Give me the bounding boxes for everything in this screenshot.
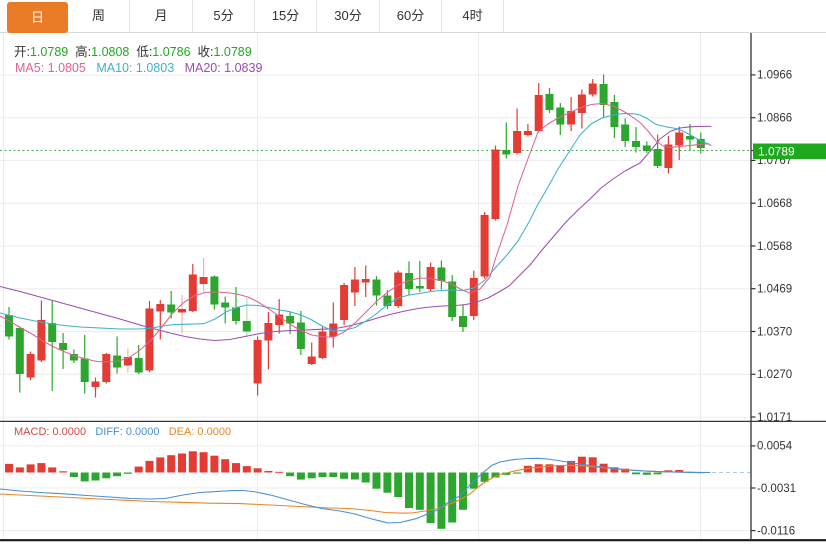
svg-text:1.0370: 1.0370 [757,326,792,338]
svg-text:1.0171: 1.0171 [757,412,792,424]
svg-text:1.0568: 1.0568 [757,241,792,253]
svg-text:1.0866: 1.0866 [757,113,792,125]
svg-text:-0.0031: -0.0031 [757,483,796,495]
svg-text:0.0054: 0.0054 [757,441,793,453]
svg-text:1.0270: 1.0270 [757,369,792,381]
svg-text:1.0469: 1.0469 [757,284,792,296]
svg-text:1.0789: 1.0789 [758,144,795,158]
svg-text:-0.0116: -0.0116 [757,525,795,537]
svg-text:1.0668: 1.0668 [757,198,792,210]
svg-text:1.0966: 1.0966 [757,70,792,82]
